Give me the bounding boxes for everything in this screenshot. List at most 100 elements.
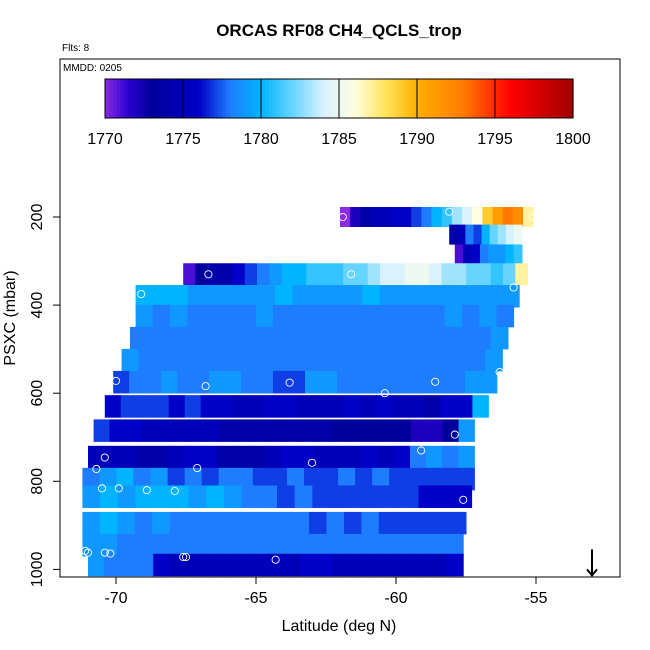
colorbar-cell [549, 79, 555, 118]
heatmap-cell [202, 553, 219, 577]
colorbar-cell [393, 79, 399, 118]
colorbar-cell [186, 79, 192, 118]
sample-marker [137, 290, 146, 299]
heatmap-cell [392, 395, 409, 418]
colorbar-cell [502, 79, 508, 118]
colorbar-cell [311, 79, 317, 118]
heatmap-cell [466, 285, 485, 308]
heatmap-cell [440, 395, 457, 418]
sample-marker [179, 553, 188, 562]
y-tick-label: 200 [29, 204, 46, 231]
heatmap-cell [433, 348, 451, 372]
colorbar-cell [335, 79, 340, 118]
heatmap-cell [404, 326, 423, 350]
heatmap-cell [418, 485, 437, 508]
heatmap-cell [232, 263, 246, 286]
heatmap-cell [291, 511, 310, 535]
y-tick-label: 400 [29, 292, 46, 319]
heatmap-cell [294, 485, 313, 508]
sample-marker [481, 422, 490, 431]
colorbar-cell [315, 79, 321, 118]
heatmap-cell [473, 224, 483, 245]
heatmap-cell [233, 326, 251, 350]
heatmap-cell [153, 285, 171, 308]
colorbar-cell [495, 79, 500, 118]
heatmap-cell [410, 445, 427, 469]
y-tick-label: 800 [29, 468, 46, 495]
heatmap-cell [479, 304, 497, 328]
heatmap-cell [503, 263, 516, 286]
heatmap-cell [326, 511, 345, 535]
heatmap-cell [277, 348, 296, 372]
heatmap-cell [153, 485, 172, 508]
heatmap-cell [410, 304, 429, 328]
heatmap-cell [168, 445, 186, 469]
heatmap-cell [152, 395, 170, 418]
heatmap-cell [400, 485, 420, 508]
heatmap-cell [442, 445, 459, 469]
colorbar-cell [253, 79, 258, 118]
heatmap-cell [340, 207, 351, 227]
colorbar-tick-label: 1770 [87, 131, 123, 148]
heatmap-cell [395, 419, 412, 442]
heatmap-cell [411, 533, 430, 557]
heatmap-cell [415, 348, 434, 372]
colorbar-cell [385, 79, 391, 118]
colorbar-cell [475, 79, 480, 118]
heatmap-cell [130, 326, 148, 350]
heatmap-cell [489, 224, 499, 245]
chart-title: ORCAS RF08 CH4_QCLS_trop [216, 21, 462, 40]
heatmap-cell [380, 263, 393, 286]
colorbar-cell [448, 79, 453, 118]
colorbar-cell [214, 79, 219, 118]
data-bands [82, 207, 534, 577]
heatmap-cell [242, 348, 261, 372]
colorbar-cell [545, 79, 551, 118]
heatmap-cell [249, 445, 266, 469]
heatmap-cell [116, 467, 135, 491]
heatmap-cell [381, 348, 400, 372]
heatmap-cell [120, 445, 137, 469]
sample-marker [459, 495, 468, 504]
heatmap-cell [416, 263, 430, 286]
sample-marker [181, 553, 191, 562]
heatmap-cell [309, 285, 328, 308]
colorbar-cell [171, 79, 176, 118]
heatmap-cell [232, 445, 250, 469]
heatmap-cell [255, 304, 274, 328]
heatmap-cell [307, 304, 326, 328]
colorbar-cell [155, 79, 161, 118]
heatmap-cell [441, 207, 453, 227]
colorbar-cell [506, 79, 512, 118]
heatmap-cell [151, 533, 170, 557]
heatmap-cell [515, 263, 529, 286]
heatmap-cell [363, 348, 382, 372]
heatmap-cell [496, 304, 515, 328]
colorbar-cell [526, 79, 531, 118]
heatmap-cell [312, 485, 331, 508]
heatmap-cell [478, 263, 492, 286]
heatmap-cell [170, 285, 189, 308]
colorbar-cell [225, 79, 231, 118]
heatmap-cell [347, 485, 366, 508]
heatmap-cell [125, 419, 142, 442]
colorbar-tick-label: 1785 [321, 131, 357, 148]
heatmap-cell [104, 445, 121, 469]
heatmap-cell [441, 263, 455, 286]
heatmap-cell [284, 419, 301, 442]
colorbar-cell [339, 79, 344, 118]
heatmap-cell [396, 511, 415, 535]
heatmap-cell [446, 553, 464, 577]
x-tick-label: -70 [104, 590, 127, 607]
colorbar-cell [120, 79, 126, 118]
colorbar-cell [389, 79, 395, 118]
colorbar-cell [179, 79, 184, 118]
heatmap-cell [218, 553, 236, 577]
heatmap-cell [290, 304, 308, 328]
heatmap-cell [222, 285, 241, 308]
colorbar-cell [280, 79, 285, 118]
colorbar-cell [498, 79, 504, 118]
heatmap-cell [428, 533, 447, 557]
heatmap-cell [482, 207, 494, 227]
heatmap-cell [346, 348, 365, 372]
